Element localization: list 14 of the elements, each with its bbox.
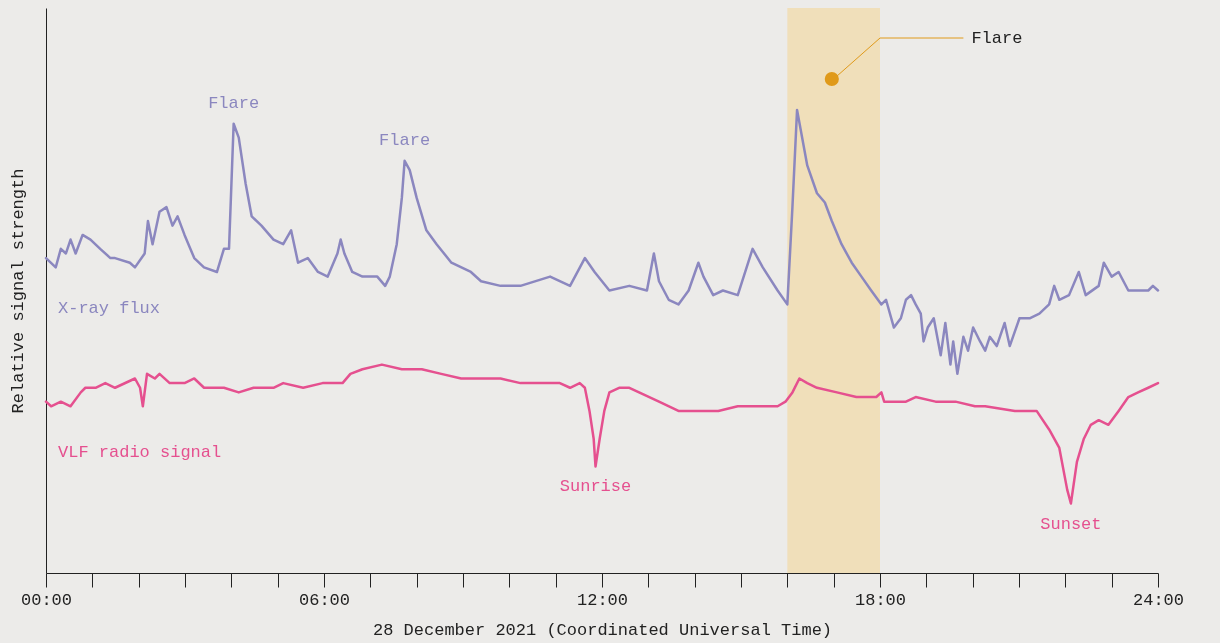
x-tick-label: 06:00 [298, 590, 351, 610]
band-label: Flare [971, 29, 1023, 48]
annotation: Flare [208, 93, 260, 113]
x-tick-label: 24:00 [1132, 590, 1185, 610]
x-tick-label: 12:00 [576, 590, 629, 610]
annotation: Sunrise [559, 477, 632, 497]
x-tick-label: 00:00 [20, 590, 73, 610]
y-axis-title: Relative signal strength [8, 168, 28, 414]
annotation: Flare [379, 130, 431, 150]
text: VLF radio signal [58, 442, 222, 462]
annotation: Sunset [1040, 514, 1102, 534]
series-label: X-ray flux [58, 299, 161, 319]
x-axis-title: 28 December 2021 (Coordinated Universal Time) [372, 620, 833, 640]
x-tick-label: 18:00 [854, 590, 907, 610]
